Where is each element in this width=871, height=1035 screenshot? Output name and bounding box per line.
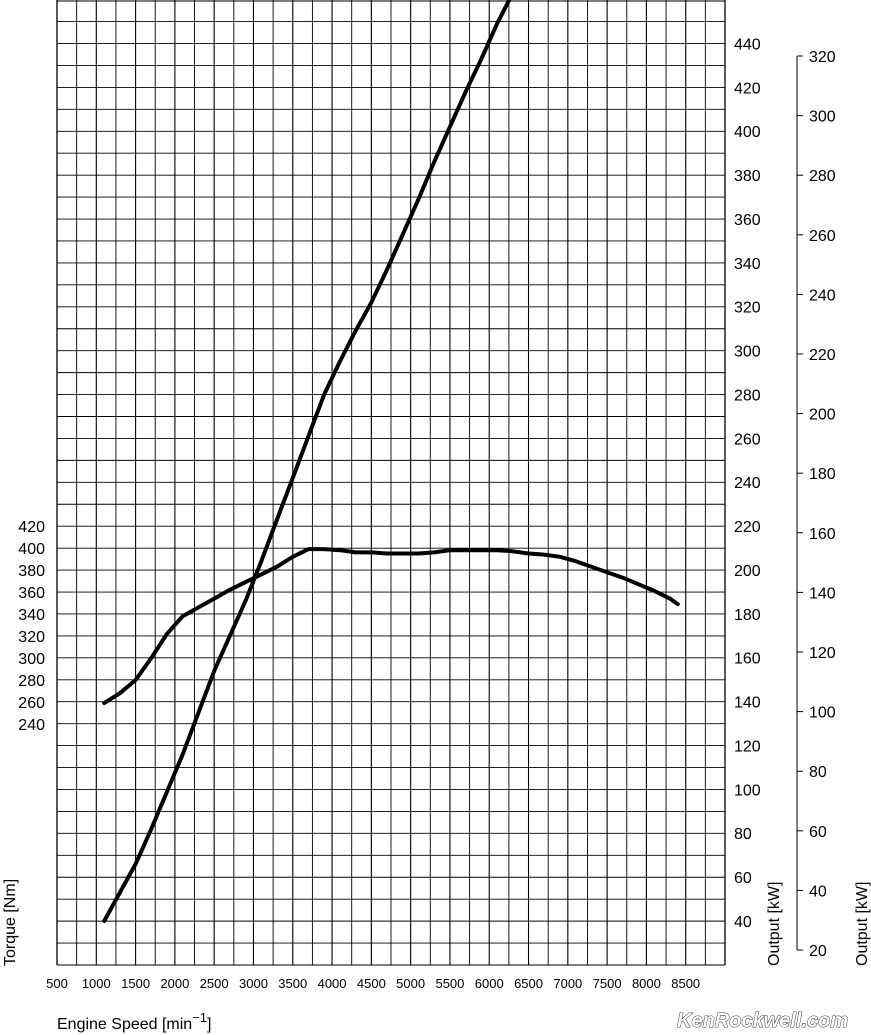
output-inner-tick-label: 240 — [734, 475, 761, 492]
chart-labels: 500 1000 1500 2000 2500 3000 3500 4000 4500 5000 5… — [18, 36, 836, 991]
output-outer-tick-label: 100 — [809, 705, 836, 722]
output-inner-tick-label: 40 — [734, 914, 752, 931]
output-outer-tick-label: 280 — [809, 168, 836, 185]
output-outer-tick-label: 240 — [809, 287, 836, 304]
output-outer-tick-label: 260 — [809, 228, 836, 245]
x-axis-title: Engine Speed [min−1] — [57, 1010, 211, 1033]
chart-series — [102, 0, 680, 923]
x-tick-label: 1000 — [82, 976, 111, 991]
x-tick-label: 5000 — [396, 976, 425, 991]
output-outer-tick-label: 60 — [809, 824, 827, 841]
torque-axis-title: Torque [Nm] — [2, 879, 19, 966]
torque-tick-label: 340 — [18, 607, 45, 624]
output-inner-tick-label: 100 — [734, 782, 761, 799]
x-tick-label: 5500 — [435, 976, 464, 991]
x-tick-label: 8500 — [671, 976, 700, 991]
output-outer-tick-label: 40 — [809, 883, 827, 900]
output-outer-tick-label: 80 — [809, 764, 827, 781]
output-inner-tick-label: 200 — [734, 563, 761, 580]
torque-tick-label: 400 — [18, 541, 45, 558]
output-inner-tick-label: 60 — [734, 870, 752, 887]
output-inner-tick-label: 260 — [734, 431, 761, 448]
torque-tick-label: 300 — [18, 651, 45, 668]
torque-tick-label: 320 — [18, 629, 45, 646]
output-inner-tick-label: 380 — [734, 168, 761, 185]
output-outer-tick-label: 140 — [809, 585, 836, 602]
torque-tick-label: 360 — [18, 585, 45, 602]
output-outer-tick-label: 160 — [809, 526, 836, 543]
output-outer-tick-label: 20 — [809, 943, 827, 960]
chart-grid — [56, 0, 726, 966]
output-outer-tick-label: 120 — [809, 645, 836, 662]
torque-tick-label: 420 — [18, 519, 45, 536]
watermark: KenRockwell.com — [677, 1010, 848, 1032]
output-inner-tick-label: 320 — [734, 300, 761, 317]
output-inner-tick-label: 220 — [734, 519, 761, 536]
output-curve — [102, 0, 512, 923]
output-inner-tick-label: 180 — [734, 607, 761, 624]
output-inner-tick-label: 340 — [734, 256, 761, 273]
x-tick-label: 3000 — [239, 976, 268, 991]
x-tick-label: 6500 — [514, 976, 543, 991]
x-axis-title-superscript: −1 — [192, 1010, 207, 1025]
torque-curve — [102, 547, 680, 706]
x-axis-title-main: Engine Speed [min — [57, 1016, 192, 1033]
torque-tick-label: 240 — [18, 717, 45, 734]
output-outer-tick-label: 180 — [809, 466, 836, 483]
output-axis-title-outer: Output [kW] — [854, 882, 871, 966]
torque-tick-label: 260 — [18, 695, 45, 712]
output-inner-tick-label: 300 — [734, 344, 761, 361]
output-outer-tick-label: 300 — [809, 109, 836, 126]
x-tick-label: 8000 — [632, 976, 661, 991]
x-tick-label: 7500 — [593, 976, 622, 991]
output-inner-tick-label: 280 — [734, 387, 761, 404]
torque-tick-label: 380 — [18, 563, 45, 580]
x-tick-label: 4500 — [357, 976, 386, 991]
x-tick-label: 4000 — [318, 976, 347, 991]
x-tick-label: 1500 — [121, 976, 150, 991]
x-tick-label: 500 — [46, 976, 68, 991]
output-inner-tick-label: 160 — [734, 651, 761, 668]
x-axis-title-close: ] — [207, 1016, 211, 1033]
x-tick-label: 7000 — [553, 976, 582, 991]
x-tick-label: 6000 — [475, 976, 504, 991]
output-outer-tick-label: 320 — [809, 49, 836, 66]
output-outer-tick-label: 220 — [809, 347, 836, 364]
output-inner-tick-label: 440 — [734, 36, 761, 53]
output-axis-title-inner: Output [kW] — [766, 882, 783, 966]
output-inner-tick-label: 360 — [734, 212, 761, 229]
x-tick-label: 2500 — [200, 976, 229, 991]
output-inner-tick-label: 420 — [734, 80, 761, 97]
output-inner-tick-label: 120 — [734, 738, 761, 755]
x-tick-label: 3500 — [278, 976, 307, 991]
output-inner-tick-label: 400 — [734, 124, 761, 141]
torque-tick-label: 280 — [18, 673, 45, 690]
output-inner-tick-label: 140 — [734, 695, 761, 712]
output-inner-tick-label: 80 — [734, 826, 752, 843]
output-outer-tick-label: 200 — [809, 407, 836, 424]
x-tick-label: 2000 — [160, 976, 189, 991]
